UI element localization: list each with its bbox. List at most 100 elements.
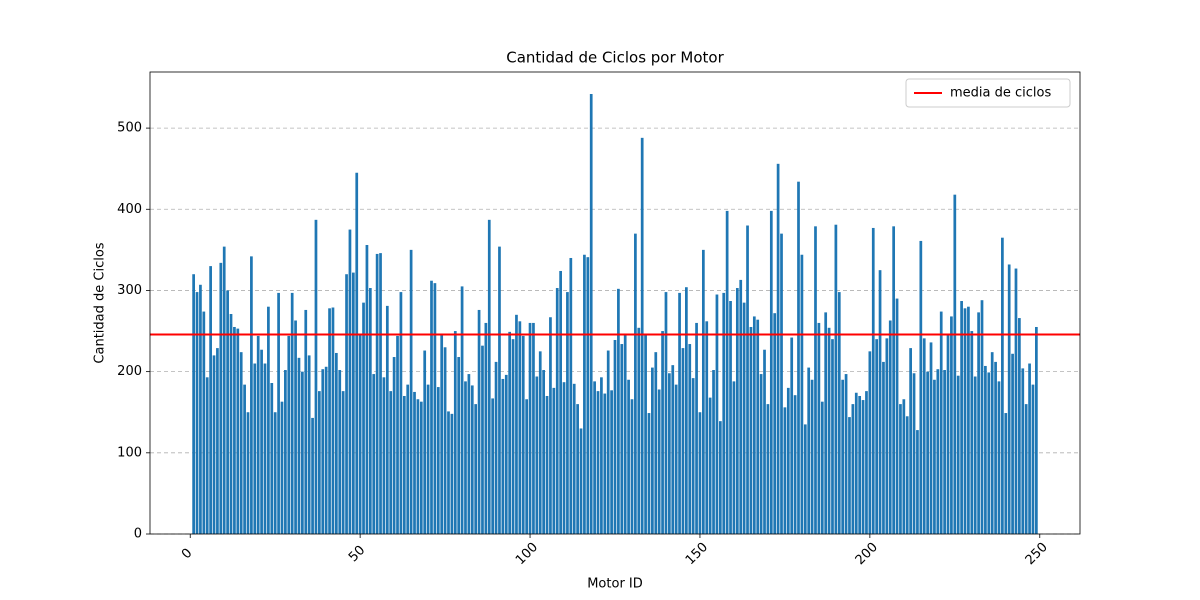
bar — [525, 399, 529, 534]
bar — [1004, 413, 1008, 534]
bar — [953, 194, 957, 535]
bar — [990, 352, 994, 534]
bar — [848, 417, 851, 534]
bar — [977, 312, 980, 534]
bar — [287, 335, 291, 534]
bar — [732, 381, 736, 534]
bar — [895, 298, 899, 534]
x-tick-label: 0 — [179, 546, 195, 562]
bar — [453, 331, 457, 534]
bar — [528, 322, 532, 534]
bar — [348, 229, 352, 534]
bar — [345, 274, 348, 534]
bar — [793, 395, 797, 534]
bar — [596, 391, 600, 534]
bar — [644, 334, 647, 534]
bar — [647, 413, 651, 534]
bar — [973, 376, 977, 534]
bar — [297, 357, 301, 534]
bar — [678, 292, 681, 534]
bar — [600, 377, 603, 534]
bar — [688, 344, 692, 534]
bar — [861, 400, 865, 534]
bar — [803, 424, 807, 534]
bar — [328, 308, 331, 534]
bar — [419, 401, 423, 534]
bar — [562, 382, 566, 534]
bar — [508, 331, 512, 534]
bar — [579, 428, 583, 534]
bar — [294, 320, 297, 534]
bar — [994, 361, 997, 534]
bar — [657, 389, 661, 534]
bar — [239, 352, 243, 534]
bar — [277, 292, 280, 534]
bar — [260, 349, 263, 534]
bar — [882, 361, 885, 534]
bar — [301, 371, 304, 534]
bar — [494, 361, 498, 534]
bar — [460, 286, 464, 534]
bar — [623, 333, 627, 534]
bar — [375, 253, 379, 534]
bar — [399, 292, 403, 534]
bar — [199, 284, 202, 534]
bar — [759, 374, 763, 534]
bar — [233, 326, 236, 534]
bar — [379, 253, 382, 535]
bar — [858, 395, 862, 534]
bar — [576, 404, 579, 534]
bar — [997, 381, 1001, 534]
bar — [729, 301, 732, 534]
bar — [987, 372, 991, 534]
bar — [851, 404, 855, 534]
bar — [593, 381, 596, 534]
bar — [569, 257, 573, 534]
bar — [504, 374, 508, 534]
bar — [892, 226, 896, 535]
bar — [542, 370, 545, 534]
bar — [243, 384, 246, 534]
bar — [756, 319, 760, 534]
bar — [824, 312, 828, 534]
bar — [634, 233, 637, 535]
bar — [311, 417, 314, 534]
bar — [372, 374, 376, 534]
bar — [338, 370, 342, 534]
bar — [457, 357, 461, 534]
x-axis-label: Motor ID — [587, 577, 643, 592]
bar — [443, 347, 447, 534]
bar — [470, 385, 474, 534]
bar — [967, 306, 970, 534]
y-tick-label: 500 — [117, 121, 142, 136]
bar — [389, 391, 393, 534]
bar — [735, 288, 739, 534]
bar — [1024, 404, 1028, 534]
bar — [501, 378, 505, 534]
bar — [491, 398, 495, 534]
bar — [725, 210, 729, 534]
bar — [426, 384, 430, 534]
bar — [402, 395, 406, 534]
bar — [752, 316, 756, 534]
bar — [273, 412, 277, 534]
bar — [814, 226, 817, 535]
bar — [209, 266, 212, 534]
bar — [613, 339, 617, 534]
bar — [963, 308, 967, 534]
bar — [474, 404, 478, 534]
bar — [844, 374, 848, 534]
bar — [746, 225, 749, 534]
bar — [436, 387, 440, 534]
bar — [195, 292, 199, 534]
bar — [718, 421, 722, 534]
bar — [290, 292, 294, 534]
bar — [878, 270, 882, 534]
bar — [912, 373, 916, 534]
bar — [640, 137, 644, 534]
bar — [980, 300, 984, 534]
bar — [222, 246, 226, 534]
legend-label: media de ciclos — [950, 86, 1051, 101]
bar — [284, 370, 287, 534]
bar — [797, 181, 800, 534]
